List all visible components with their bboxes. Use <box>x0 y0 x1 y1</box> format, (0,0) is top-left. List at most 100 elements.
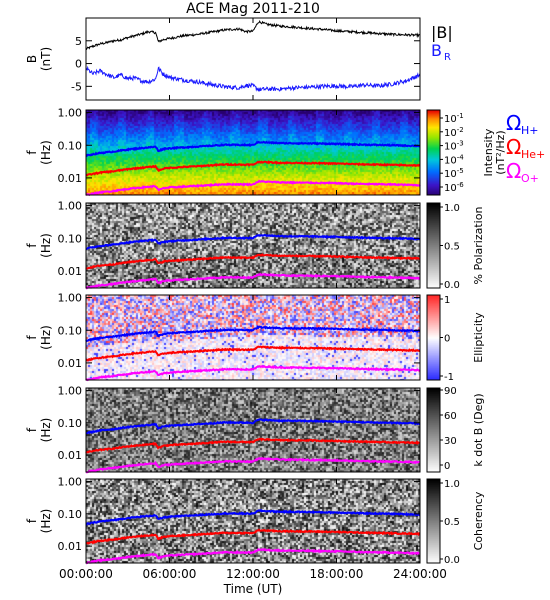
colorbar-tick-label: 0.0 <box>444 555 460 566</box>
legend-sub-h: H+ <box>521 124 539 137</box>
kdotb-panel: 1.00 0.10 0.01 f (Hz) 90 60 30 0 k dot B (Deg) <box>25 385 485 474</box>
ellipticity-colorbar-label: Ellipticity <box>472 312 485 363</box>
series-line-b-r <box>85 65 421 92</box>
freq-ylabel: f <box>25 518 39 523</box>
colorbar-tick-label: 30 <box>444 436 457 447</box>
time-tick-label: 06:00:00 <box>143 567 197 581</box>
colorbar-tick-label: 1.0 <box>444 203 460 214</box>
gyro-line-h <box>85 325 421 343</box>
colorbar-tick-label: 0 <box>444 461 450 472</box>
intensity-colorbar <box>427 110 440 195</box>
field-ylabel: B <box>25 55 39 63</box>
field-ytick-label: 0 <box>75 58 82 71</box>
field-ytick-label: 5 <box>75 35 82 48</box>
polarization-panel: 1.00 0.10 0.01 f (Hz) 1.0 0.5 0.0 % Polarization <box>25 200 485 291</box>
legend-omega-he: Ω <box>506 135 521 159</box>
legend-b-total: |B| <box>431 23 453 42</box>
gyro-line-he <box>85 160 420 177</box>
freq-tick-label: 0.10 <box>58 417 83 430</box>
ellipticity-panel: 1.00 0.10 0.01 f (Hz) 1 0 -1 Ellipticity <box>25 292 485 383</box>
freq-tick-label: 0.10 <box>58 508 83 521</box>
coherency-panel: 1.00 0.10 0.01 f (Hz) 1.0 0.5 0.0 Coherency <box>25 476 485 566</box>
freq-ylabel-unit: (Hz) <box>39 140 53 165</box>
gyro-line-he <box>85 253 421 270</box>
legend-b-r-subscript: R <box>444 52 451 63</box>
freq-ylabel-unit: (Hz) <box>39 325 53 350</box>
freq-ylabel-unit: (Hz) <box>39 233 53 258</box>
gyro-line-o <box>85 457 421 474</box>
colorbar-tick-label: 0 <box>444 334 450 345</box>
gyro-line-h <box>85 508 421 526</box>
coherency-colorbar <box>427 479 440 563</box>
colorbar-label-unit: (nT²/Hz) <box>494 130 507 174</box>
field-ytick-label: -5 <box>71 80 82 93</box>
colorbar-tick-label: 10-6 <box>444 181 464 194</box>
colorbar-tick-label: 1.0 <box>444 479 460 490</box>
time-axis-label: Time (UT) <box>223 582 283 596</box>
gyro-line-h <box>85 140 421 158</box>
series-line-b-total <box>85 20 421 51</box>
field-ylabel-unit: (nT) <box>39 47 53 71</box>
colorbar-tick-label: 1 <box>444 295 450 306</box>
gyro-line-o <box>85 272 421 290</box>
freq-ylabel: f <box>25 150 39 155</box>
legend-b-r: B <box>431 41 442 60</box>
ellipticity-colorbar <box>427 295 440 380</box>
colorbar-label: Intensity <box>482 128 495 176</box>
kdotb-colorbar-frame <box>426 387 441 473</box>
freq-ylabel-unit: (Hz) <box>39 509 53 534</box>
gyro-line-o <box>85 364 421 382</box>
colorbar-tick-label: 90 <box>444 386 457 397</box>
freq-tick-label: 1.00 <box>58 476 83 489</box>
gyro-line-he <box>85 345 421 362</box>
gyro-line-o <box>85 547 421 565</box>
freq-tick-label: 0.10 <box>58 139 83 152</box>
time-tick-label: 00:00:00 <box>59 567 113 581</box>
colorbar-tick-label: 10-4 <box>444 153 464 166</box>
legend-sub-o: O+ <box>521 172 539 185</box>
freq-ylabel: f <box>25 243 39 248</box>
field-panel: 50-5B (nT)|B|B R <box>25 17 453 101</box>
freq-tick-label: 1.00 <box>58 292 83 305</box>
colorbar-tick-label: 0.5 <box>444 242 460 253</box>
kdotb-colorbar <box>427 388 440 472</box>
intensity-heatmap <box>86 110 420 195</box>
intensity-colorbar-frame <box>426 109 441 196</box>
freq-tick-label: 0.01 <box>58 357 83 370</box>
colorbar-tick-label: 10-5 <box>444 167 464 180</box>
polarization-colorbar <box>427 203 440 288</box>
coherency-colorbar-label: Coherency <box>472 491 485 550</box>
colorbar-tick-label: 60 <box>444 411 457 422</box>
legend-omega-o: Ω <box>506 159 521 183</box>
chart-title: ACE Mag 2011-210 <box>186 1 320 17</box>
gyro-line-he <box>85 528 421 545</box>
legend-omega-h: Ω <box>506 111 521 135</box>
kdotb-heatmap <box>86 388 420 472</box>
freq-ylabel-unit: (Hz) <box>39 418 53 443</box>
colorbar-tick-label: 0.0 <box>444 280 460 291</box>
freq-tick-label: 1.00 <box>58 385 83 398</box>
time-tick-label: 18:00:00 <box>310 567 364 581</box>
intensity-panel: 1.00 0.10 0.01 f (Hz) 10-110-210-310-410-510-… <box>25 107 545 197</box>
legend-sub-he: He+ <box>521 148 545 161</box>
freq-tick-label: 0.01 <box>58 172 83 185</box>
freq-ylabel: f <box>25 427 39 432</box>
time-tick-label: 12:00:00 <box>226 567 280 581</box>
gyro-line-h <box>86 418 421 435</box>
freq-tick-label: 0.10 <box>58 232 83 245</box>
freq-tick-label: 0.01 <box>58 540 83 553</box>
colorbar-tick-label: -1 <box>444 372 454 383</box>
time-tick-label: 24:00:00 <box>393 567 447 581</box>
gyro-line-h <box>85 233 421 250</box>
freq-tick-label: 0.01 <box>58 265 83 278</box>
polarization-heatmap <box>86 203 420 288</box>
freq-ylabel: f <box>25 335 39 340</box>
freq-tick-label: 0.10 <box>58 324 83 337</box>
colorbar-tick-label: 10-2 <box>444 126 464 139</box>
freq-tick-label: 0.01 <box>58 449 83 462</box>
freq-tick-label: 1.00 <box>58 107 83 120</box>
colorbar-tick-label: 10-1 <box>444 112 464 125</box>
polarization-colorbar-label: % Polarization <box>472 207 485 285</box>
coherency-heatmap <box>86 479 420 563</box>
